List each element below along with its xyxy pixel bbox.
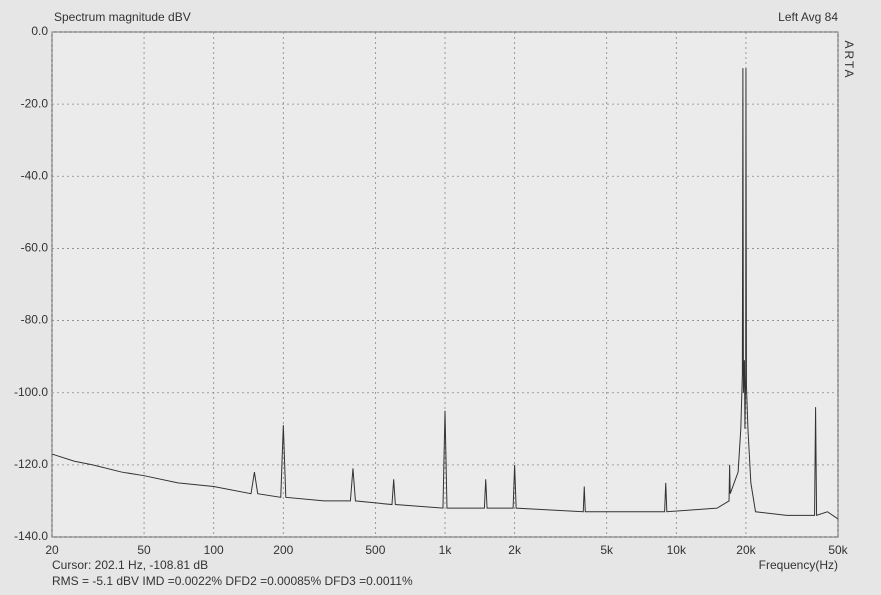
spectrum-line (51, 68, 839, 520)
x-tick-label: 20k (736, 543, 756, 557)
y-tick-label: -60.0 (21, 241, 49, 255)
chart-title: Spectrum magnitude dBV (54, 10, 191, 24)
x-tick-label: 10k (667, 543, 687, 557)
y-tick-label: -20.0 (21, 96, 49, 110)
x-tick-label: 200 (273, 543, 293, 557)
x-tick-label: 2k (508, 543, 522, 557)
x-tick-label: 50k (828, 543, 848, 557)
y-tick-label: -140.0 (14, 529, 48, 543)
summary-text: RMS = -5.1 dBV IMD =0.0022% DFD2 =0.0008… (52, 574, 413, 588)
x-tick-label: 20 (45, 543, 59, 557)
y-tick-label: 0.0 (31, 24, 48, 38)
y-tick-label: -120.0 (14, 457, 48, 471)
x-tick-label: 500 (365, 543, 385, 557)
x-axis-label: Frequency(Hz) (759, 558, 838, 572)
y-tick-label: -80.0 (21, 313, 49, 327)
x-tick-label: 50 (137, 543, 151, 557)
y-tick-label: -100.0 (14, 385, 48, 399)
cursor-text: Cursor: 202.1 Hz, -108.81 dB (52, 558, 208, 572)
x-tick-label: 100 (204, 543, 224, 557)
status: Left Avg 84 (778, 10, 838, 24)
y-tick-label: -40.0 (21, 168, 49, 182)
x-tick-label: 1k (439, 543, 453, 557)
x-tick-label: 5k (600, 543, 614, 557)
brand: ARTA (842, 41, 856, 80)
